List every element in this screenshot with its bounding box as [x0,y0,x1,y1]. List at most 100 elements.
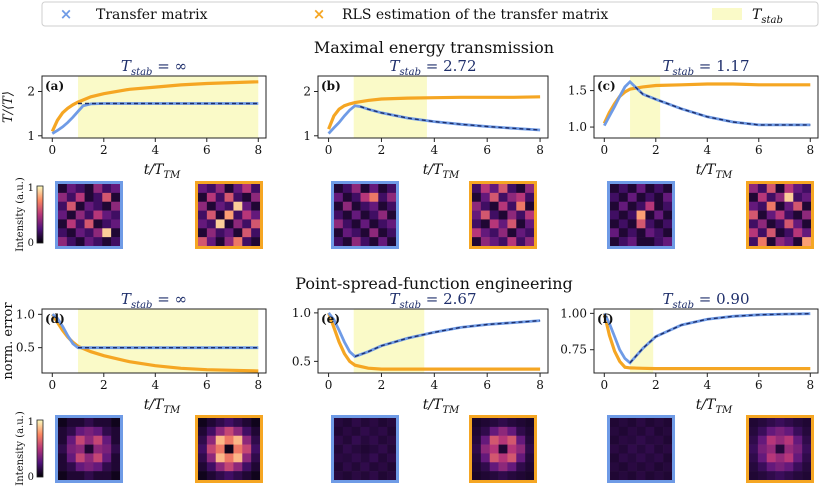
heatmap-cell [793,192,803,203]
x-tick-label: 0 [48,143,56,157]
heatmap-cell [351,237,361,247]
heatmap-cell [251,210,261,220]
heatmap-cell [360,426,370,437]
heatmap-cell [84,237,94,247]
heatmap-cell [215,471,225,481]
heatmap-cell [507,219,517,229]
heatmap-cell [472,210,482,220]
heatmap-cell [360,219,370,229]
y-tick-label: 1.00 [560,306,587,320]
heatmap-cell [334,228,344,238]
heatmap-cell [618,444,629,454]
heatmap-cell [378,435,388,445]
heatmap-cell [84,210,94,220]
heatmap-cell [516,219,526,229]
heatmap-cell [775,453,785,463]
heatmap-cell [334,462,344,472]
heatmap-cell [775,192,785,203]
heatmap-cell [198,184,208,194]
heatmap-cell [618,453,629,463]
heatmap-cell [793,210,803,220]
heatmap-cell [766,237,776,247]
heatmap-cell [480,210,491,220]
heatmap-cell [498,453,508,463]
heatmap-cell [618,418,629,428]
heatmap-cell [498,435,508,445]
heatmap-cell [84,219,94,229]
heatmap-cell [663,192,673,203]
heatmap-cell [516,462,526,472]
heatmap-cell [251,192,261,203]
heatmap-cell [645,426,655,437]
heatmap-cell [636,453,646,463]
heatmap-cell [66,471,77,481]
heatmap-cell [784,462,794,472]
heatmap-cell [387,435,397,445]
heatmap-cell [224,435,234,445]
heatmap-cell [749,435,759,445]
heatmap-cell [242,192,252,203]
panel-letter: (c) [597,79,616,93]
heatmap-cell [507,444,517,454]
heatmap-cell [766,210,776,220]
x-axis-label: t/TTM [144,397,181,416]
legend: × Transfer matrix × RLS estimation of th… [41,1,819,27]
heatmap-cell [749,453,759,463]
heatmap-cell [636,471,646,481]
heatmap-cell [66,228,77,238]
heatmap-cell [618,462,629,472]
heatmap-cell [206,210,217,220]
heatmap-cell [645,471,655,481]
heatmap-cell [525,184,535,194]
heatmap-cell [378,462,388,472]
y-axis-label: norm. error [1,302,16,380]
heatmap-cell [224,184,234,194]
heatmap-cell [627,219,637,229]
heatmap-cell [66,453,77,463]
heatmap-cell [618,237,629,247]
heatmap-cell [342,444,353,454]
heatmap-cell [206,462,217,472]
heatmap-cell [342,228,353,238]
heatmap-cell [654,471,664,481]
heatmap-cell [233,426,243,437]
x-tick-label: 4 [431,378,439,392]
heatmap-cell [224,426,234,437]
heatmap-cell [66,418,77,428]
heatmap-cell [351,184,361,194]
heatmap-cell [93,201,103,211]
heatmap-cell [251,462,261,472]
heatmap-cell [111,228,121,238]
heatmap-cell [206,201,217,211]
heatmap-cell [242,471,252,481]
heatmap-cell [215,192,225,203]
heatmap-cell [766,453,776,463]
heatmap-cell [242,184,252,194]
heatmap-cell [480,237,491,247]
heatmap-cell [784,435,794,445]
heatmap-cell [793,435,803,445]
x-tick-label: 4 [703,143,711,157]
heatmap-cell [489,228,499,238]
heatmap-cell [516,426,526,437]
y-tick-label: 1 [27,129,35,143]
heatmap-cell [342,237,353,247]
heatmap-cell [378,210,388,220]
heatmap-cell [387,201,397,211]
x-tick-label: 6 [203,378,211,392]
heatmap-cell [610,192,620,203]
heatmap-cell [507,201,517,211]
heatmap-cell [360,418,370,428]
heatmap-cell [784,453,794,463]
heatmap-cell [775,418,785,428]
heatmap-cell [498,426,508,437]
y-tick-label: 0.75 [560,343,587,357]
heatmap-cell [802,219,812,229]
heatmap-cell [802,418,812,428]
heatmap-cell [224,471,234,481]
heatmap-cell [802,228,812,238]
heatmap-cell [351,444,361,454]
heatmap-cell [498,219,508,229]
heatmap-cell [610,453,620,463]
x-axis-label: t/TTM [696,397,733,416]
